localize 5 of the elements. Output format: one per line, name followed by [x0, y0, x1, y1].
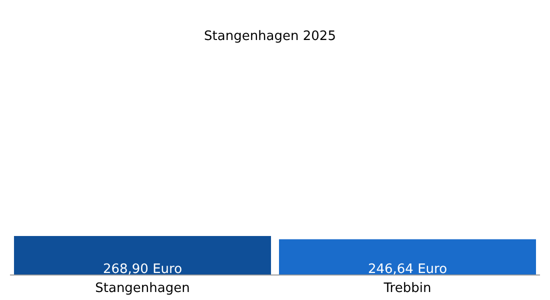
data-label: 268,90 Euro [102, 262, 182, 277]
x-tick-label: Stangenhagen [95, 281, 190, 296]
chart-title: Stangenhagen 2025 [203, 29, 337, 44]
data-label: 246,64 Euro [368, 262, 448, 277]
x-tick-label: Trebbin [382, 281, 432, 296]
